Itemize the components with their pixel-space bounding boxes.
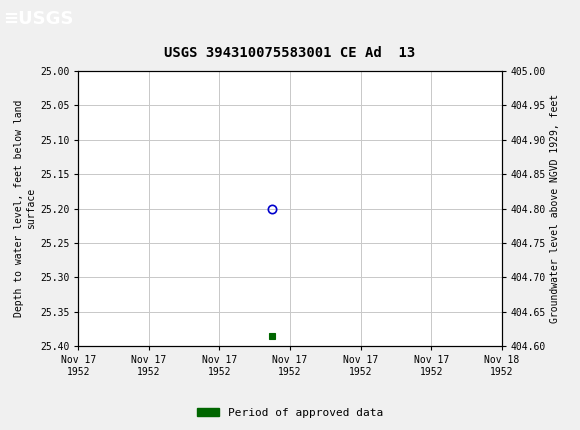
Text: ≡USGS: ≡USGS (3, 10, 74, 28)
Legend: Period of approved data: Period of approved data (193, 403, 387, 422)
Y-axis label: Depth to water level, feet below land
surface: Depth to water level, feet below land su… (14, 100, 36, 317)
Y-axis label: Groundwater level above NGVD 1929, feet: Groundwater level above NGVD 1929, feet (550, 94, 560, 323)
Text: USGS 394310075583001 CE Ad  13: USGS 394310075583001 CE Ad 13 (164, 46, 416, 60)
